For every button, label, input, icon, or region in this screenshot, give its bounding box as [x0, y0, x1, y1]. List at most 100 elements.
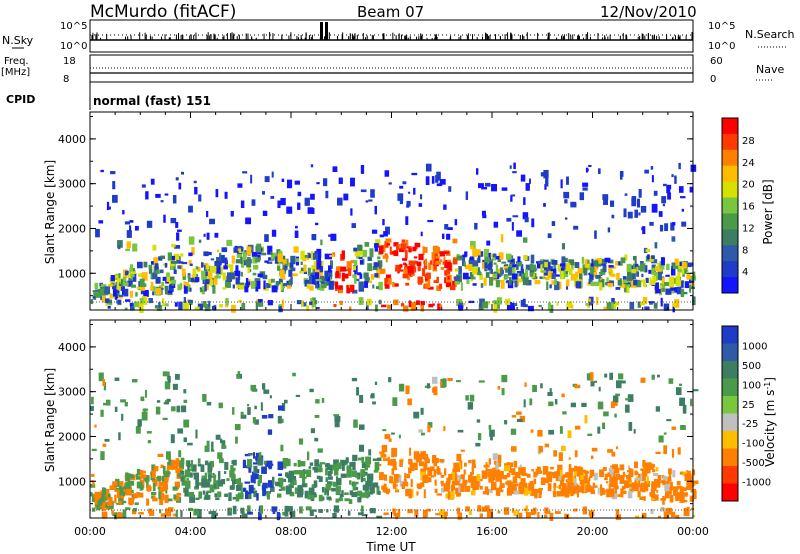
echo-cell [536, 261, 543, 269]
colorbar-tick-label: 28 [742, 136, 755, 147]
echo-cell [332, 252, 336, 257]
echo-cell [146, 220, 153, 228]
echo-cell [556, 302, 559, 306]
echo-cell [189, 263, 193, 266]
echo-cell [588, 164, 592, 168]
echo-cell [398, 244, 403, 249]
echo-cell [435, 457, 439, 464]
echo-cell [466, 279, 470, 284]
echo-cell [171, 279, 177, 284]
echo-cell [171, 255, 175, 261]
echo-cell [174, 245, 181, 249]
echo-cell [431, 475, 435, 478]
echo-cell [461, 257, 466, 267]
echo-cell [357, 490, 363, 497]
echo-cell [443, 257, 446, 262]
echo-cell [181, 171, 184, 175]
echo-cell [129, 220, 134, 223]
colorbar-segment [722, 396, 738, 414]
echo-cell [293, 475, 297, 480]
echo-cell [285, 472, 289, 477]
echo-cell [551, 280, 555, 285]
echo-cell [641, 273, 644, 278]
echo-cell [301, 302, 307, 307]
echo-cell [577, 267, 583, 274]
echo-cell [431, 176, 435, 184]
power-data [90, 162, 697, 314]
echo-cell [141, 296, 148, 305]
echo-cell [571, 261, 574, 270]
echo-cell [488, 424, 492, 430]
echo-cell [570, 476, 575, 484]
echo-cell [651, 498, 655, 501]
echo-cell [533, 471, 537, 478]
echo-cell [554, 279, 557, 286]
echo-cell [354, 269, 357, 278]
echo-cell [225, 297, 229, 306]
echo-cell [362, 258, 365, 265]
echo-cell [400, 303, 405, 307]
echo-cell [188, 491, 195, 498]
echo-cell [645, 277, 649, 284]
echo-cell [438, 283, 443, 289]
echo-cell [110, 275, 115, 282]
echo-cell [216, 249, 220, 253]
echo-cell [676, 481, 681, 486]
echo-cell [389, 475, 392, 482]
echo-cell [295, 225, 298, 229]
echo-cell [385, 238, 392, 243]
echo-cell [458, 266, 462, 275]
echo-cell [183, 302, 189, 311]
echo-cell [446, 233, 451, 240]
echo-cell [189, 472, 193, 478]
echo-cell [344, 492, 349, 495]
echo-cell [668, 279, 672, 288]
echo-cell [96, 507, 101, 511]
echo-cell [361, 456, 365, 464]
echo-cell [424, 258, 428, 267]
echo-cell [267, 245, 273, 255]
echo-cell [667, 476, 672, 481]
echo-cell [202, 490, 206, 495]
echo-cell [657, 271, 662, 280]
velocity-data [90, 371, 699, 522]
echo-cell [190, 460, 193, 469]
echo-cell [506, 462, 510, 465]
echo-cell [472, 283, 477, 286]
echo-cell [629, 484, 635, 488]
echo-cell [340, 473, 347, 478]
echo-cell [125, 248, 130, 252]
echo-cell [122, 282, 129, 286]
echo-cell [649, 221, 654, 226]
echo-cell [641, 468, 645, 477]
echo-cell [335, 270, 340, 278]
echo-cell [456, 380, 461, 383]
echo-cell [392, 281, 395, 287]
echo-cell [246, 283, 249, 288]
echo-cell [505, 253, 512, 260]
echo-cell [633, 279, 638, 286]
echo-cell [131, 273, 135, 278]
echo-cell [645, 248, 651, 253]
station-title: McMurdo (fitACF) [90, 2, 236, 22]
echo-cell [158, 490, 162, 500]
echo-cell [326, 496, 331, 500]
echo-cell [238, 299, 242, 303]
echo-cell [439, 509, 445, 517]
echo-cell [492, 253, 497, 258]
echo-cell [632, 270, 636, 279]
echo-cell [164, 193, 169, 196]
echo-cell [614, 487, 618, 494]
echo-cell [451, 472, 455, 481]
echo-cell [422, 475, 429, 484]
echo-cell [242, 459, 247, 469]
echo-cell [289, 492, 295, 497]
echo-cell [237, 371, 241, 379]
echo-cell [297, 485, 303, 494]
echo-cell [447, 276, 450, 280]
echo-cell [399, 459, 403, 467]
colorbar-segment [722, 149, 738, 167]
echo-cell [360, 505, 364, 514]
echo-cell [115, 514, 119, 518]
echo-cell [626, 279, 632, 283]
